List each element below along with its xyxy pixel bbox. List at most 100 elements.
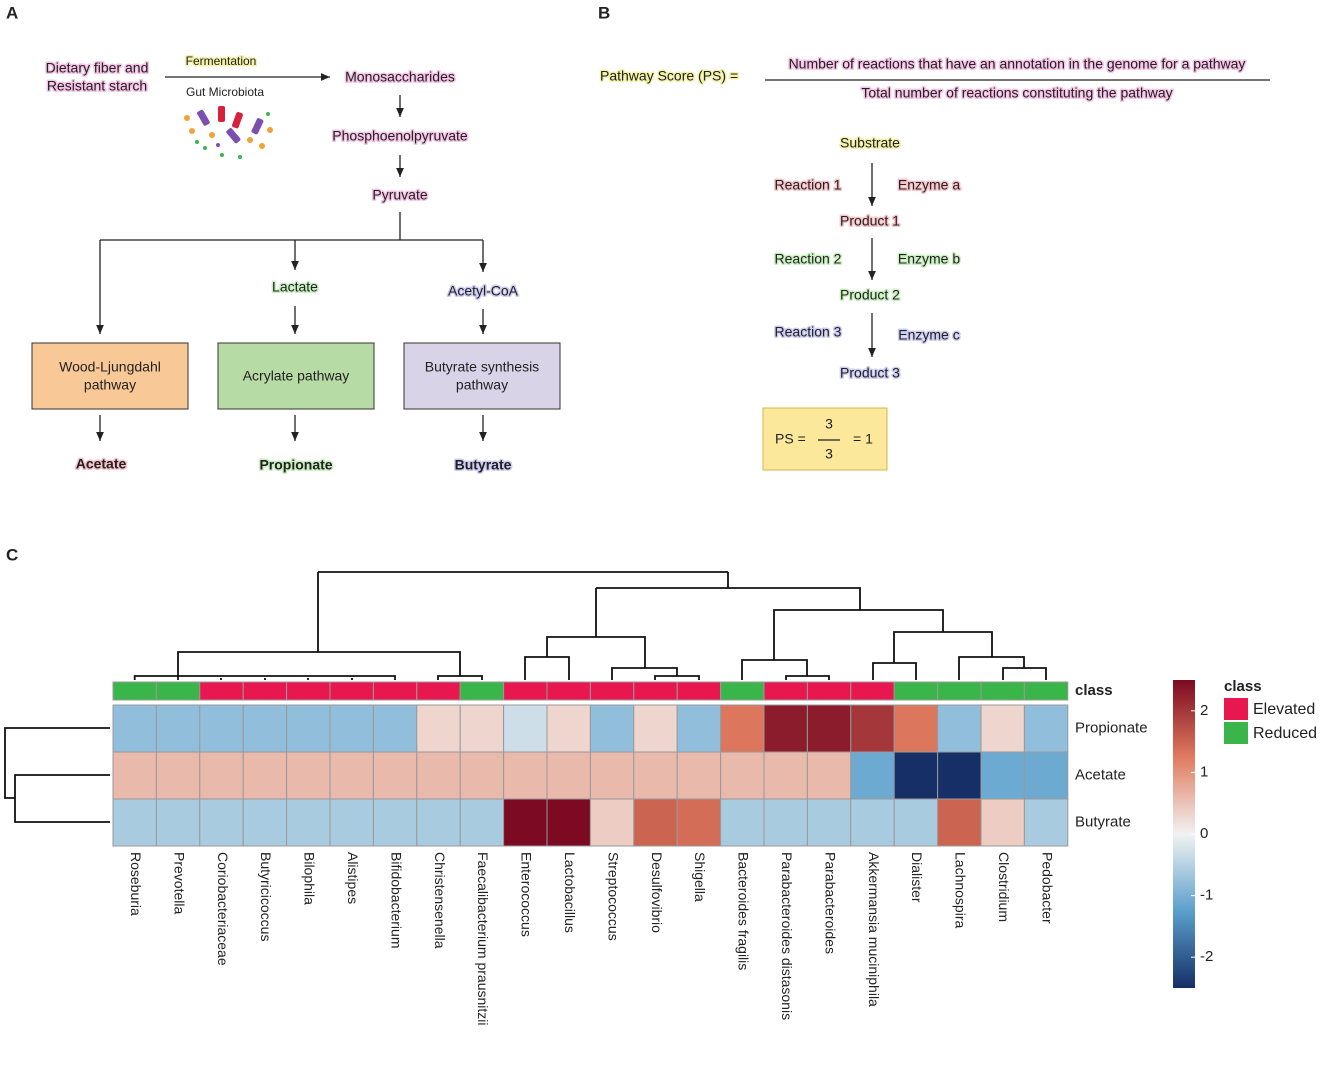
class-cell bbox=[763, 681, 808, 701]
heatmap-cell bbox=[416, 798, 461, 847]
heatmap-cell bbox=[633, 704, 678, 753]
enzyme: Enzyme a bbox=[898, 177, 960, 193]
panel-a: A Dietary fiber and Resistant starch Fer… bbox=[6, 3, 561, 474]
heatmap-cell bbox=[155, 751, 201, 800]
heatmap-cell bbox=[850, 798, 895, 847]
source: Dietary fiber and bbox=[46, 60, 149, 76]
column-label: Bilophila bbox=[302, 852, 318, 905]
heatmap-cell bbox=[503, 798, 548, 847]
heatmap-cell bbox=[806, 798, 852, 847]
panel-label: A bbox=[6, 3, 18, 22]
pathway-box bbox=[403, 342, 561, 410]
column-label: Akkermansia muciniphila bbox=[866, 852, 882, 1007]
heatmap-cell bbox=[329, 704, 374, 753]
arrow-label: Fermentation bbox=[186, 54, 257, 68]
class-cell bbox=[676, 681, 722, 701]
class-cell bbox=[242, 681, 288, 701]
example-denominator: 3 bbox=[825, 446, 833, 462]
class-cell bbox=[980, 681, 1025, 701]
product: Butyrate bbox=[455, 457, 512, 473]
arrow-label: Gut Microbiota bbox=[186, 85, 264, 99]
enzyme: Enzyme c bbox=[898, 327, 959, 343]
colorbar-tick-label: 1 bbox=[1200, 763, 1208, 780]
denominator: Total number of reactions constituting t… bbox=[861, 85, 1172, 101]
colorbar-tick-label: -1 bbox=[1200, 887, 1213, 904]
branch-line bbox=[100, 212, 483, 241]
class-cell bbox=[633, 681, 678, 701]
heatmap-cell bbox=[937, 751, 982, 800]
legend-swatch bbox=[1224, 722, 1248, 744]
example-result: = 1 bbox=[853, 431, 873, 447]
class-cell bbox=[546, 681, 591, 701]
class-cell bbox=[503, 681, 548, 701]
pathway: pathway bbox=[84, 377, 136, 393]
annotation-title: class bbox=[1075, 682, 1113, 699]
metabolite: Pyruvate bbox=[372, 187, 427, 203]
heatmap-cell bbox=[199, 704, 244, 753]
pathway-box bbox=[217, 342, 375, 410]
column-label: Alistipes bbox=[345, 852, 361, 904]
heatmap-cell bbox=[893, 704, 939, 753]
heatmap-cell bbox=[416, 751, 461, 800]
microbes-icon bbox=[184, 106, 273, 159]
heatmap-cell bbox=[850, 751, 895, 800]
reaction: Reaction 3 bbox=[775, 324, 842, 340]
heatmap-cell bbox=[763, 751, 808, 800]
column-label: Butyricicoccus bbox=[258, 852, 274, 941]
class-cell bbox=[372, 681, 418, 701]
class-cell bbox=[850, 681, 895, 701]
class-cell bbox=[893, 681, 939, 701]
product: Acetate bbox=[76, 456, 127, 472]
heatmap-cell bbox=[112, 704, 157, 753]
class-cell bbox=[155, 681, 201, 701]
heatmap-cell bbox=[459, 798, 505, 847]
reaction: Reaction 1 bbox=[775, 177, 842, 193]
heatmap-cell bbox=[893, 798, 939, 847]
heatmap-cell bbox=[155, 704, 201, 753]
heatmap-cell bbox=[199, 751, 244, 800]
heatmap-cell bbox=[850, 704, 895, 753]
pathway: pathway bbox=[456, 377, 508, 393]
example-box bbox=[762, 407, 888, 471]
example-numerator: 3 bbox=[825, 416, 833, 432]
column-label: Lachnospira bbox=[953, 852, 969, 928]
heatmap-cell bbox=[286, 704, 331, 753]
heatmap-cell bbox=[720, 704, 765, 753]
legend-label: Elevated bbox=[1253, 701, 1315, 718]
enzyme: Enzyme b bbox=[898, 251, 960, 267]
class-cell bbox=[1023, 681, 1069, 701]
heatmap-cell bbox=[242, 751, 288, 800]
pathway: Wood-Ljungdahl bbox=[59, 359, 161, 375]
heatmap-cell bbox=[329, 798, 374, 847]
colorbar-tick-label: -2 bbox=[1200, 948, 1213, 965]
heatmap-cell bbox=[546, 798, 591, 847]
row-dendrogram bbox=[4, 727, 110, 823]
column-label: Bacteroides fragilis bbox=[736, 852, 752, 970]
panel-label: C bbox=[6, 545, 18, 564]
class-cell bbox=[286, 681, 331, 701]
column-label: Christensenella bbox=[432, 852, 448, 949]
metabolite: Acetyl-CoA bbox=[448, 283, 519, 299]
heatmap-cell bbox=[763, 798, 808, 847]
panel-c: C bbox=[4, 545, 1047, 823]
column-label: Faecalibacterium prausnitzii bbox=[475, 852, 491, 1026]
column-label: Bifidobacterium bbox=[388, 852, 404, 949]
heatmap-cell bbox=[112, 751, 157, 800]
column-label: Lactobacillus bbox=[562, 852, 578, 933]
legend-title: class bbox=[1224, 678, 1262, 695]
heatmap-cell bbox=[199, 798, 244, 847]
class-cell bbox=[589, 681, 635, 701]
column-label: Roseburia bbox=[128, 852, 144, 916]
class-cell bbox=[112, 681, 157, 701]
panel-b: B Pathway Score (PS) = Number of reactio… bbox=[598, 3, 1270, 471]
heatmap-cell bbox=[589, 704, 635, 753]
panel-label: B bbox=[598, 3, 610, 22]
heatmap-cell bbox=[459, 704, 505, 753]
row-label: Butyrate bbox=[1075, 813, 1131, 830]
column-label: Dialister bbox=[909, 852, 925, 903]
heatmap-cell bbox=[806, 704, 852, 753]
heatmap-cell bbox=[676, 751, 722, 800]
column-label: Coriobacteriaceae bbox=[215, 852, 231, 966]
heatmap-cell bbox=[112, 798, 157, 847]
column-label: Prevotella bbox=[171, 852, 187, 914]
